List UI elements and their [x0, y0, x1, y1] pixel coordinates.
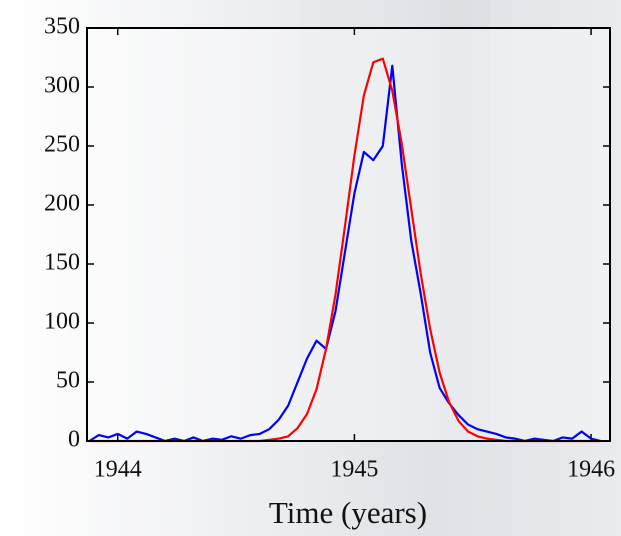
- y-tick-label: 200: [44, 191, 80, 217]
- y-tick-label: 0: [68, 427, 80, 453]
- plot-frame: [86, 27, 611, 442]
- y-tick-label: 300: [44, 73, 80, 99]
- background-shape: [440, 0, 490, 440]
- data-line: [88, 64, 601, 443]
- x-axis-label: Time (years): [269, 495, 427, 530]
- y-tick-label: 350: [44, 14, 80, 40]
- y-tick-label: 50: [56, 368, 80, 394]
- plot-area: 0 50 100 150 200 250 300 350 1944 1945 1946: [44, 14, 615, 483]
- y-tick-label: 150: [44, 250, 80, 276]
- y-tick-label: 250: [44, 132, 80, 158]
- y-tick-label: 100: [44, 309, 80, 335]
- x-tick-label: 1945: [330, 457, 378, 483]
- x-tick-label: 1946: [567, 457, 615, 483]
- x-tick-label: 1944: [94, 457, 142, 483]
